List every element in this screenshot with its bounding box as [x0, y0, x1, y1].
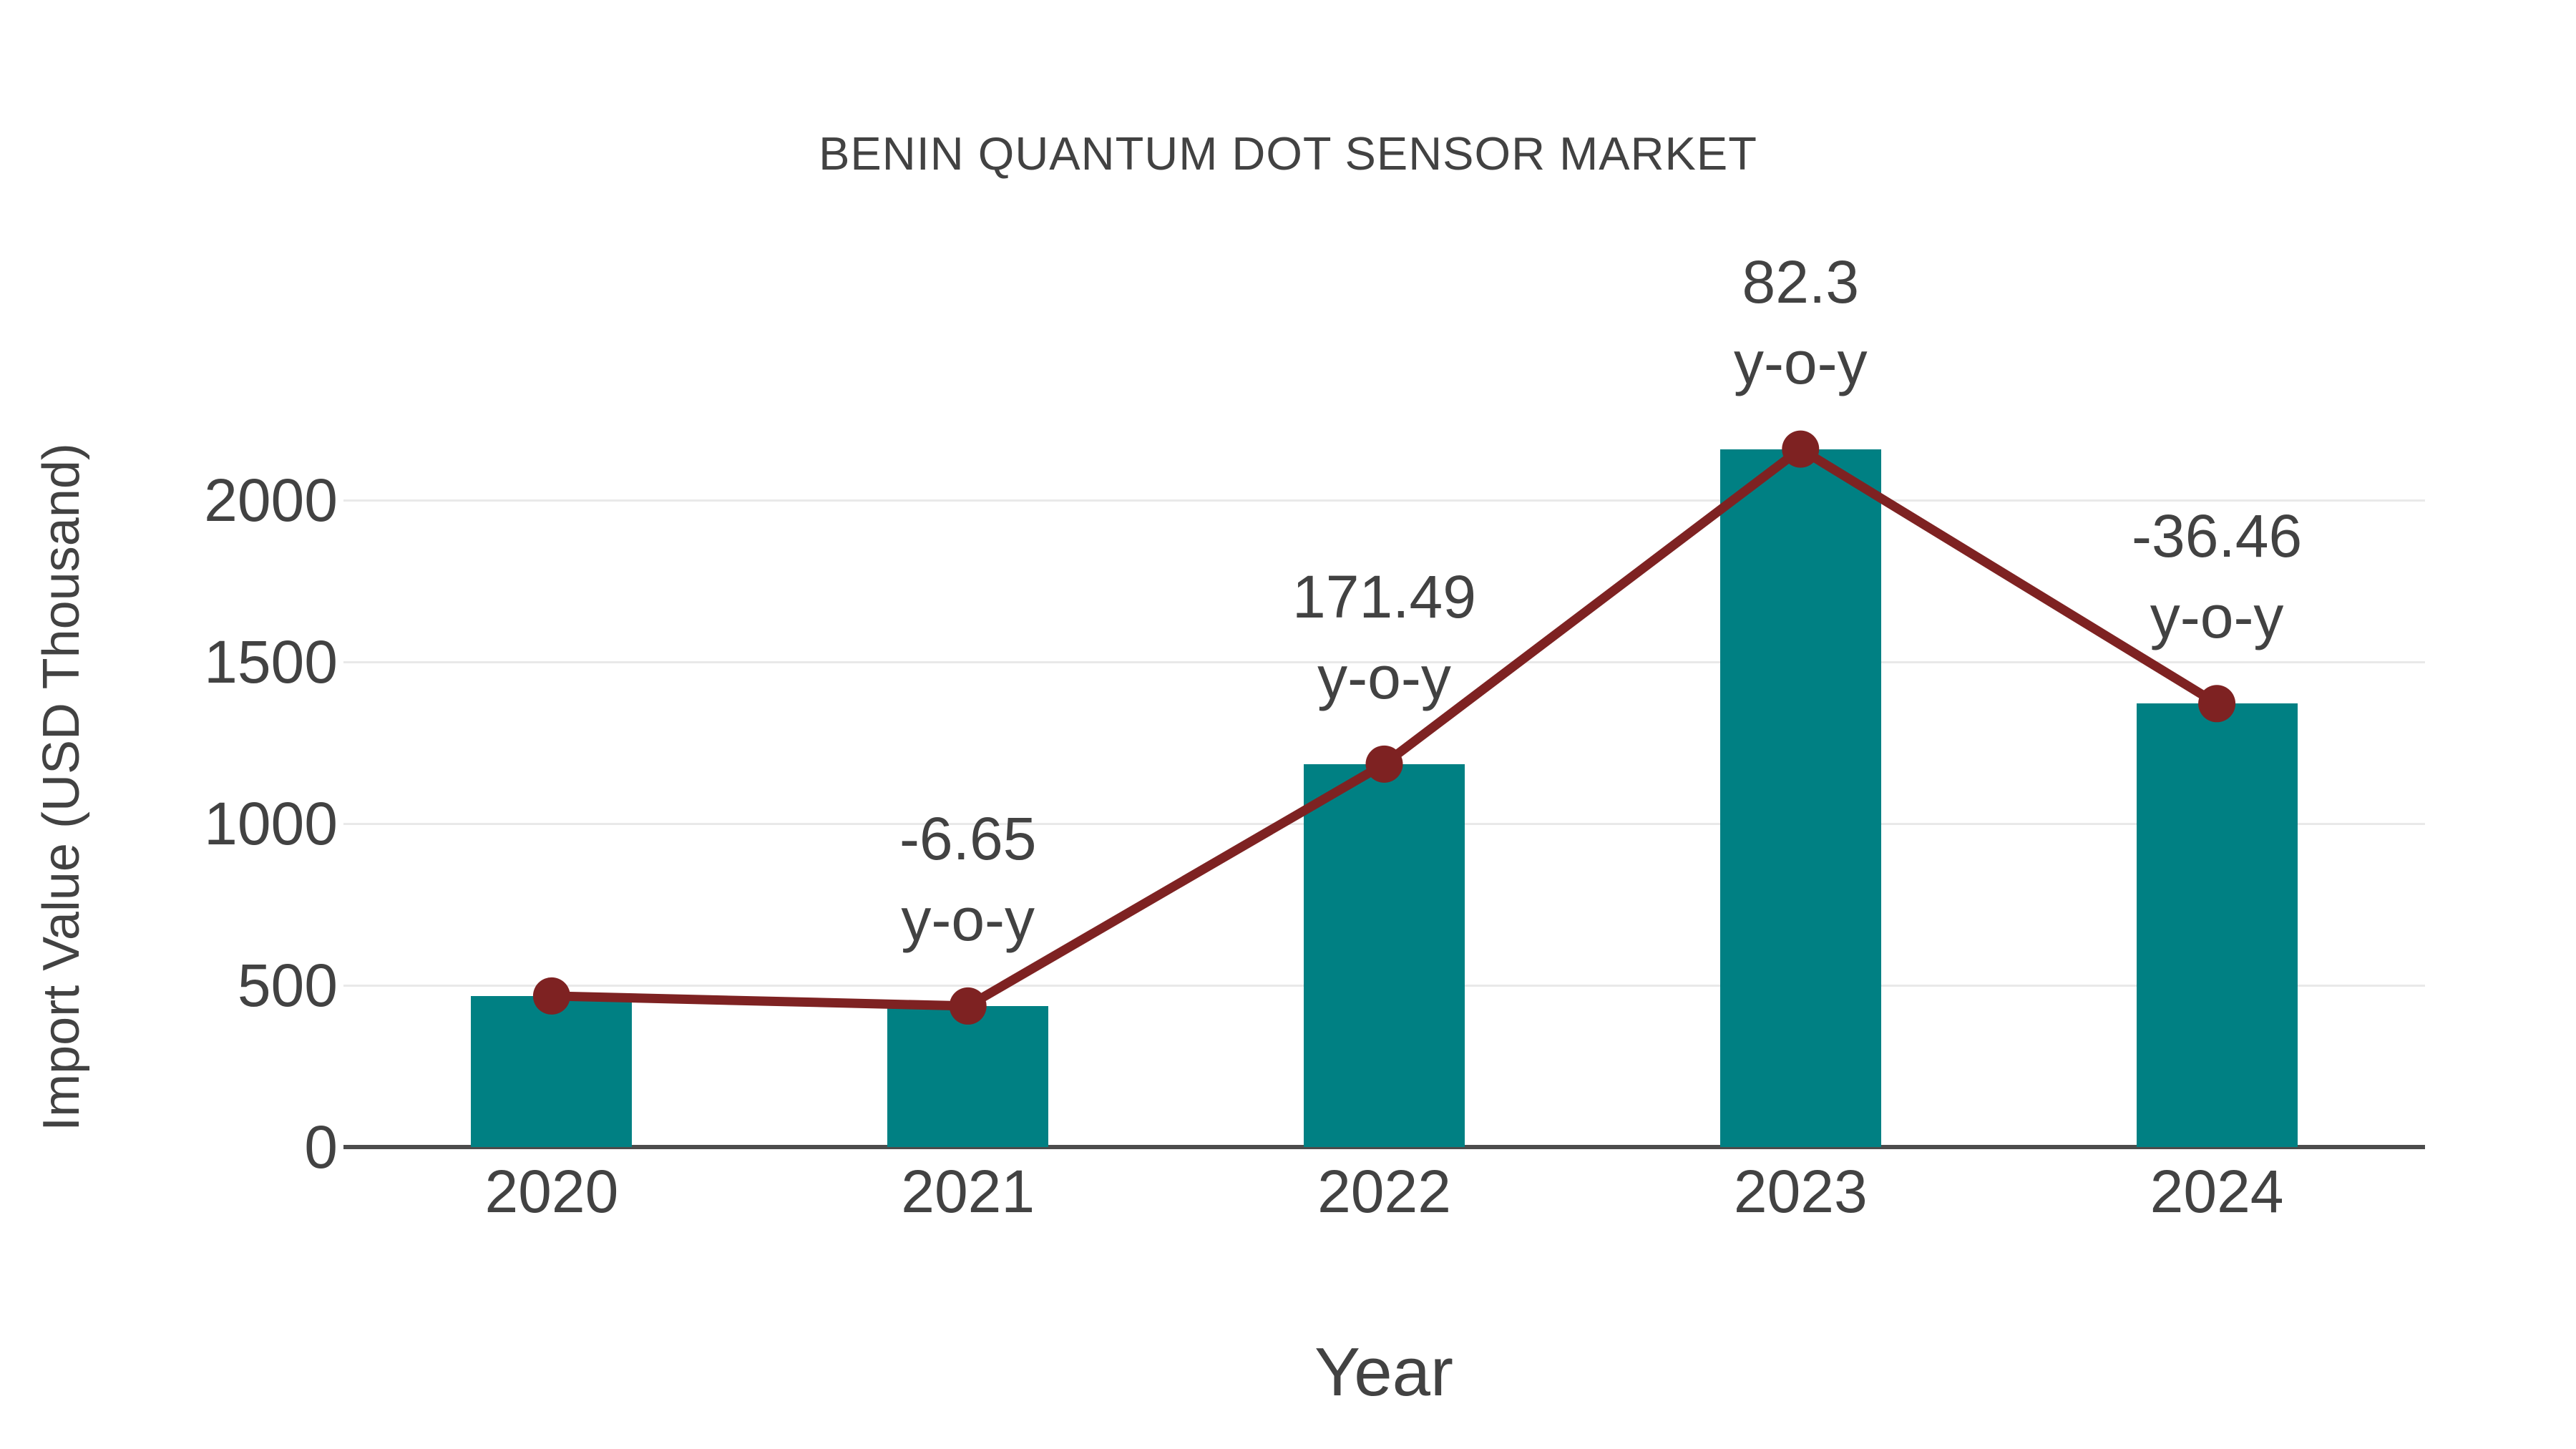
annotation-2024-value: -36.46 [2132, 502, 2303, 570]
bar-2024 [2136, 703, 2298, 1147]
x-tick-2022: 2022 [1317, 1158, 1451, 1225]
annotation-2022-suffix: y-o-y [1317, 643, 1451, 711]
x-tick-2024: 2024 [2150, 1158, 2284, 1225]
x-tick-2021: 2021 [901, 1158, 1035, 1225]
x-axis-line [343, 1145, 2425, 1149]
annotation-2021-suffix: y-o-y [901, 885, 1035, 953]
x-tick-2023: 2023 [1733, 1158, 1868, 1225]
bar-2023 [1719, 449, 1881, 1147]
bar-2020 [471, 995, 633, 1147]
y-tick-2000: 2000 [204, 467, 338, 534]
y-tick-1500: 1500 [204, 628, 338, 696]
y-tick-0: 0 [304, 1113, 338, 1181]
bar-2021 [887, 1005, 1049, 1147]
chart-title: BENIN QUANTUM DOT SENSOR MARKET [819, 127, 1757, 180]
x-axis-title: Year [1314, 1334, 1453, 1410]
bar-2022 [1304, 763, 1465, 1147]
annotation-2024-suffix: y-o-y [2150, 583, 2284, 651]
y-tick-500: 500 [237, 952, 338, 1019]
annotation-2021-value: -6.65 [899, 804, 1037, 872]
y-tick-1000: 1000 [204, 790, 338, 857]
annotation-2023-suffix: y-o-y [1733, 328, 1868, 396]
x-tick-2020: 2020 [484, 1158, 619, 1225]
annotation-2023-value: 82.3 [1742, 248, 1860, 316]
y-axis-title: Import Value (USD Thousand) [33, 443, 90, 1131]
annotation-2022-value: 171.49 [1292, 562, 1476, 630]
